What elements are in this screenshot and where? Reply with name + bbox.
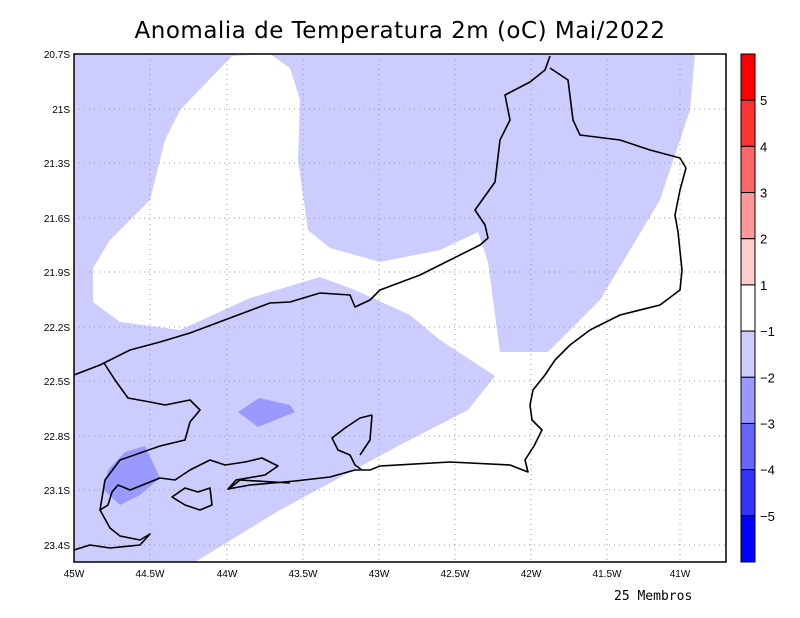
x-tick-label: 42W xyxy=(521,569,542,580)
map-frame xyxy=(73,53,727,563)
y-tick-label: 23.1S xyxy=(44,486,70,497)
y-tick-label: 23.4S xyxy=(44,541,70,552)
y-tick-label: 21S xyxy=(52,105,70,116)
colorbar-label: 5 xyxy=(760,93,767,108)
colorbar-swatch xyxy=(740,99,756,147)
grid-lines xyxy=(74,54,726,562)
y-tick-label: 22.2S xyxy=(44,323,70,334)
colorbar-swatch xyxy=(740,330,756,378)
colorbar-label: −3 xyxy=(760,416,775,431)
colorbar-swatch xyxy=(740,376,756,424)
colorbar-swatch xyxy=(740,145,756,194)
y-tick-label: 20.7S xyxy=(44,50,70,61)
colorbar-swatch xyxy=(740,515,756,563)
colorbar-label: 1 xyxy=(760,278,767,293)
y-axis: 20.7S 21S 21.3S 21.6S 21.9S 22.2S 22.5S … xyxy=(44,50,70,552)
x-tick-label: 44.5W xyxy=(136,569,165,580)
colorbar-swatch xyxy=(740,238,756,286)
colorbar-label: −2 xyxy=(760,370,775,385)
x-tick-label: 44W xyxy=(217,569,238,580)
y-tick-label: 22.8S xyxy=(44,432,70,443)
y-tick-label: 21.6S xyxy=(44,214,70,225)
colorbar-swatch xyxy=(740,422,756,471)
x-tick-label: 43.5W xyxy=(289,569,318,580)
ensemble-members-note: 25 Membros xyxy=(614,589,693,604)
y-tick-label: 21.3S xyxy=(44,159,70,170)
colorbar-swatch xyxy=(740,192,756,240)
anomaly-fill-minus2-to-minus3 xyxy=(104,446,160,505)
colorbar-label: −4 xyxy=(760,463,775,478)
anomaly-fill-minus2-to-minus3 xyxy=(238,398,295,427)
colorbar-label: 3 xyxy=(760,186,767,201)
coastline-and-borders xyxy=(74,55,687,551)
map-title: Anomalia de Temperatura 2m (oC) Mai/2022 xyxy=(134,18,666,44)
colorbar-label: 4 xyxy=(760,139,767,154)
x-tick-label: 41.5W xyxy=(593,569,622,580)
colorbar-label: −5 xyxy=(760,509,775,524)
x-tick-label: 41W xyxy=(670,569,691,580)
colorbar-swatch xyxy=(740,53,756,101)
x-axis: 45W 44.5W 44W 43.5W 43W 42.5W 42W 41.5W … xyxy=(64,569,691,580)
x-tick-label: 42.5W xyxy=(441,569,470,580)
colorbar-label: 2 xyxy=(760,232,767,247)
colorbar-swatch xyxy=(740,284,756,332)
y-tick-label: 21.9S xyxy=(44,268,70,279)
x-tick-label: 43W xyxy=(369,569,390,580)
colorbar: 5 4 3 2 1 −1 −2 −3 −4 −5 xyxy=(740,53,775,563)
anomaly-fill-neutral xyxy=(93,54,726,562)
colorbar-label: −1 xyxy=(760,324,775,339)
x-tick-label: 45W xyxy=(64,569,85,580)
colorbar-swatch xyxy=(740,469,756,517)
y-tick-label: 22.5S xyxy=(44,377,70,388)
